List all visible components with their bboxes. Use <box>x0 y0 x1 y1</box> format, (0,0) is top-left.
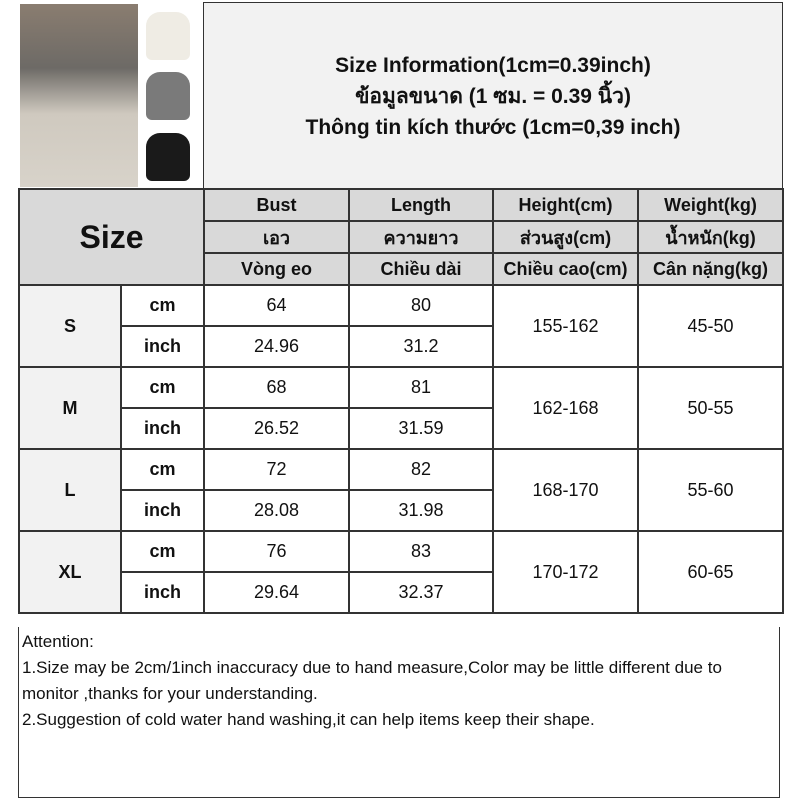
title-en: Size Information(1cm=0.39inch) <box>335 53 651 77</box>
product-photo <box>18 2 203 188</box>
model-photo <box>20 4 138 187</box>
weight-range: 45-50 <box>637 284 784 368</box>
header-row-vi: Vòng eo Chiều dài Chiều cao(cm) Cân nặng… <box>19 252 784 286</box>
unit-cm: cm <box>120 448 205 491</box>
header-row: Size Bust Length Height(cm) Weight(kg) <box>18 188 784 286</box>
size-row-cm: S cm 64 80 155-162 45-50 <box>18 284 784 368</box>
bust-inch: 26.52 <box>203 407 350 450</box>
unit-cm: cm <box>120 530 205 573</box>
notes: Attention: 1.Size may be 2cm/1inch inacc… <box>18 627 780 798</box>
unit-inch: inch <box>120 571 205 614</box>
col-bust-vi: Vòng eo <box>203 252 350 286</box>
bust-cm: 76 <box>203 530 350 573</box>
note-1: 1.Size may be 2cm/1inch inaccuracy due t… <box>22 658 722 703</box>
size-header: Size <box>18 188 205 286</box>
size-row-inch: inch 26.52 31.59 <box>19 407 783 450</box>
bust-cm: 72 <box>203 448 350 491</box>
size-row-cm: L cm 72 82 168-170 55-60 <box>18 448 784 532</box>
length-cm: 83 <box>348 530 494 573</box>
length-inch: 31.59 <box>348 407 494 450</box>
unit-inch: inch <box>120 325 205 368</box>
size-table: Size Bust Length Height(cm) Weight(kg) เ… <box>18 188 784 614</box>
tee-cream-swatch <box>146 12 190 60</box>
title-box: Size Information(1cm=0.39inch) ข้อมูลขนา… <box>203 2 783 189</box>
unit-inch: inch <box>120 407 205 450</box>
col-height: Height(cm) <box>492 188 639 222</box>
header-row-th: เอว ความยาว ส่วนสูง(cm) น้ำหนัก(kg) <box>19 220 784 254</box>
note-heading: Attention: <box>22 632 94 651</box>
col-weight-th: น้ำหนัก(kg) <box>637 220 784 254</box>
bust-cm: 68 <box>203 366 350 409</box>
note-2: 2.Suggestion of cold water hand washing,… <box>22 710 595 729</box>
bust-inch: 24.96 <box>203 325 350 368</box>
size-row-cm: M cm 68 81 162-168 50-55 <box>18 366 784 450</box>
size-row-cm: XL cm 76 83 170-172 60-65 <box>18 530 784 614</box>
tee-black-swatch <box>146 133 190 181</box>
col-length: Length <box>348 188 494 222</box>
height-range: 168-170 <box>492 448 639 532</box>
height-range: 162-168 <box>492 366 639 450</box>
size-label: XL <box>18 530 122 614</box>
tee-gray-swatch <box>146 72 190 120</box>
weight-range: 60-65 <box>637 530 784 614</box>
length-inch: 32.37 <box>348 571 494 614</box>
unit-inch: inch <box>120 489 205 532</box>
unit-cm: cm <box>120 366 205 409</box>
size-label: S <box>18 284 122 368</box>
height-range: 155-162 <box>492 284 639 368</box>
weight-range: 50-55 <box>637 366 784 450</box>
bust-inch: 28.08 <box>203 489 350 532</box>
col-length-vi: Chiều dài <box>348 252 494 286</box>
height-range: 170-172 <box>492 530 639 614</box>
col-height-th: ส่วนสูง(cm) <box>492 220 639 254</box>
length-cm: 82 <box>348 448 494 491</box>
length-inch: 31.98 <box>348 489 494 532</box>
title-vi: Thông tin kích thước (1cm=0,39 inch) <box>305 115 681 139</box>
size-label: L <box>18 448 122 532</box>
weight-range: 55-60 <box>637 448 784 532</box>
col-height-vi: Chiều cao(cm) <box>492 252 639 286</box>
size-label: M <box>18 366 122 450</box>
col-weight: Weight(kg) <box>637 188 784 222</box>
length-cm: 81 <box>348 366 494 409</box>
bust-inch: 29.64 <box>203 571 350 614</box>
col-weight-vi: Cân nặng(kg) <box>637 252 784 286</box>
title-th: ข้อมูลขนาด (1 ซม. = 0.39 นิ้ว) <box>355 84 631 108</box>
size-row-inch: inch 28.08 31.98 <box>19 489 783 532</box>
bust-cm: 64 <box>203 284 350 327</box>
length-inch: 31.2 <box>348 325 494 368</box>
col-bust: Bust <box>203 188 350 222</box>
size-row-inch: inch 24.96 31.2 <box>19 325 783 368</box>
col-bust-th: เอว <box>203 220 350 254</box>
size-row-inch: inch 29.64 32.37 <box>19 571 783 614</box>
length-cm: 80 <box>348 284 494 327</box>
col-length-th: ความยาว <box>348 220 494 254</box>
unit-cm: cm <box>120 284 205 327</box>
